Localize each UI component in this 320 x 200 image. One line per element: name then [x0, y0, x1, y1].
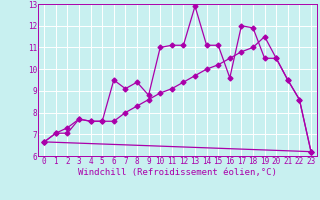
X-axis label: Windchill (Refroidissement éolien,°C): Windchill (Refroidissement éolien,°C) [78, 168, 277, 177]
